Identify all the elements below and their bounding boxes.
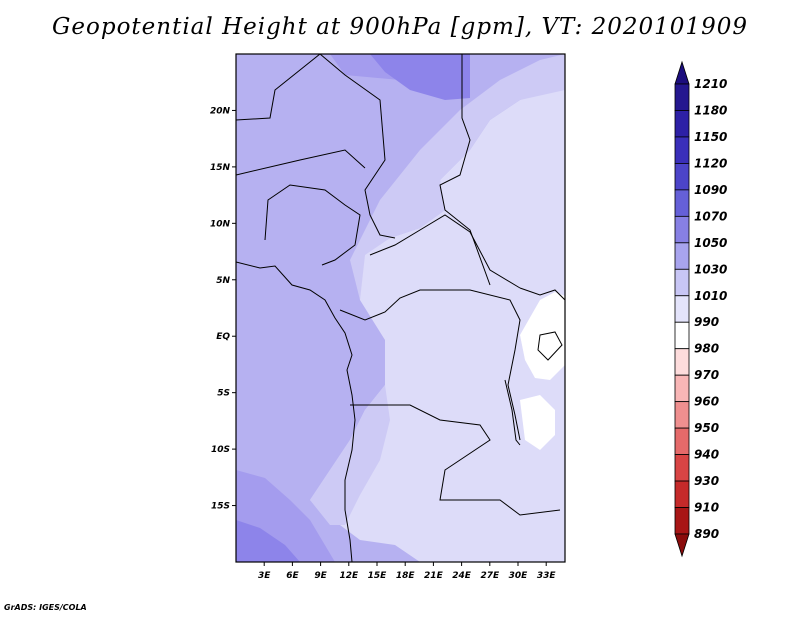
y-axis: 20N 15N 10N 5N EQ 5S 10S 15S [210,106,236,512]
colorbar-bin [674,401,690,429]
colorbar-top-arrow [674,60,690,85]
x-axis: 3E 6E 9E 12E 15E 18E 21E 24E 27E 30E 33E [258,562,556,581]
colorbar: 1210 1180 1150 1120 1090 1070 1050 1030 1010 990 9… [674,60,727,558]
y-tick-label: 10N [210,219,231,229]
field-1090-north [370,54,470,100]
colorbar-label: 960 [694,395,719,409]
coastline-west-africa [236,261,356,562]
colorbar-bin [674,348,690,376]
border-chad-sudan [439,54,491,286]
y-tick-label: 10S [211,445,230,455]
y-tick-label: 5N [216,276,230,286]
lake-victoria [537,331,563,361]
colorbar-bin [674,427,690,455]
colorbar-label: 1090 [694,183,727,197]
colorbar-bin [674,163,690,191]
border-central-africa [369,214,521,289]
map-panel [236,54,565,562]
map-frame [235,53,566,563]
x-tick-label: 33E [537,571,557,581]
colorbar-bin [674,242,690,270]
colorbar-label: 1050 [694,236,727,250]
colorbar-label: 1010 [694,289,727,303]
border-congo-basin [339,289,521,441]
chart-svg: 3E 6E 9E 12E 15E 18E 21E 24E 27E 30E 33E 20N 15N 10N… [210,53,727,581]
y-tick-label: 5S [217,389,230,399]
x-tick-label: 24E [452,571,472,581]
x-tick-label: 30E [509,571,529,581]
x-tick-label: 18E [396,571,416,581]
border-mali [236,54,321,121]
colorbar-label: 1150 [694,130,727,144]
colorbar-bin [674,110,690,138]
field-990-lakes-south [520,395,555,450]
colorbar-label: 930 [694,474,719,488]
border-east-africa [519,287,565,301]
y-tick-label: 15N [210,163,231,173]
colorbar-label: 910 [694,501,719,515]
x-tick-label: 15E [368,571,388,581]
colorbar-bin [674,295,690,323]
colorbar-label: 890 [694,527,719,541]
x-tick-label: 6E [286,571,299,581]
colorbar-label: 1120 [694,156,727,170]
chart-title: Geopotential Height at 900hPa [gpm], VT:… [52,14,748,40]
field-1090-southwest [236,520,300,562]
colorbar-bin [674,83,690,111]
colorbar-bin [674,215,690,244]
y-tick-label: 15S [211,502,230,512]
y-tick-label: 20N [210,106,231,116]
colorbar-bin [674,321,690,350]
y-tick-label: EQ [216,332,230,342]
lake-tanganyika [504,379,521,446]
border-angola [350,404,491,501]
colorbar-bin [674,189,690,217]
x-tick-label: 12E [339,571,359,581]
colorbar-label: 1030 [694,262,727,276]
x-tick-label: 9E [314,571,327,581]
colorbar-bin [674,480,690,508]
colorbar-label: 940 [694,448,719,462]
colorbar-bin [674,136,690,164]
colorbar-bin [674,268,690,297]
border-west-nigeria [264,184,361,266]
colorbar-bottom-arrow [674,533,690,558]
border-sahara [319,54,396,239]
x-tick-label: 3E [258,571,271,581]
field-1030-sahel [350,54,565,300]
colorbar-bin [674,507,690,535]
colorbar-label: 1180 [694,103,727,117]
colorbar-label: 980 [694,342,719,356]
colorbar-label: 990 [694,315,719,329]
colorbar-label: 1210 [694,77,727,91]
colorbar-label: 970 [694,368,719,382]
colorbar-bin [674,454,690,482]
border-niger [236,149,366,176]
field-990-lakes-north [520,292,565,380]
colorbar-label: 950 [694,421,719,435]
field-1030-south [310,385,390,525]
x-tick-label: 21E [424,571,444,581]
border-zambia [440,499,561,516]
x-tick-label: 27E [480,571,500,581]
colorbar-label: 1070 [694,209,727,223]
grads-credit: GrADS: IGES/COLA [4,603,87,612]
political-borders [236,54,565,562]
colorbar-bin [674,374,690,403]
